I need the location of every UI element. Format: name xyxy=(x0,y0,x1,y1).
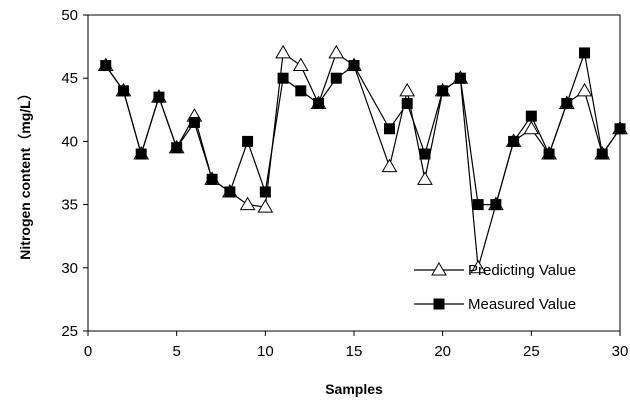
y-tick-label: 40 xyxy=(61,133,78,150)
data-point-measured xyxy=(579,47,591,59)
y-tick-label: 35 xyxy=(61,197,78,214)
data-point-measured xyxy=(277,72,289,84)
series-layer xyxy=(97,44,628,274)
legend-item-measured: Measured Value xyxy=(414,296,576,313)
data-point-measured xyxy=(171,142,183,154)
data-point-measured xyxy=(135,148,147,160)
data-point-measured xyxy=(153,91,165,103)
data-point-measured xyxy=(100,60,112,72)
data-point-predicting xyxy=(239,196,256,211)
data-point-measured xyxy=(561,97,573,109)
data-point-measured xyxy=(259,186,271,198)
data-point-measured xyxy=(313,97,325,109)
data-point-measured xyxy=(348,60,360,72)
y-tick-label: 25 xyxy=(61,323,78,340)
series-line-predicting xyxy=(105,51,621,268)
data-point-measured xyxy=(401,97,413,109)
x-tick-label: 30 xyxy=(612,343,629,360)
x-tick-label: 0 xyxy=(84,343,92,360)
y-axis-ticks: 25 30 35 40 45 50 xyxy=(61,7,88,340)
data-point-measured xyxy=(117,85,129,97)
data-point-measured xyxy=(454,72,466,84)
data-point-predicting xyxy=(292,57,309,72)
data-point-measured xyxy=(543,148,555,160)
data-point-measured xyxy=(490,199,502,211)
data-point-predicting xyxy=(399,82,416,97)
x-axis-ticks: 0 5 10 15 20 25 30 xyxy=(84,331,629,360)
y-axis-title: Nitrogen content（mg/L） xyxy=(17,86,33,259)
legend: Predicting Value Measured Value xyxy=(414,262,576,313)
x-tick-label: 10 xyxy=(257,343,274,360)
data-point-predicting xyxy=(257,199,274,213)
x-tick-label: 25 xyxy=(523,343,540,360)
data-point-measured xyxy=(188,116,200,128)
data-point-measured xyxy=(419,148,431,160)
data-point-predicting xyxy=(523,120,540,135)
data-point-measured xyxy=(295,85,307,97)
y-tick-label: 50 xyxy=(61,7,78,24)
data-point-predicting xyxy=(381,158,398,173)
data-point-predicting xyxy=(275,44,291,59)
data-point-measured xyxy=(242,135,254,147)
data-point-measured xyxy=(525,110,537,122)
data-point-measured xyxy=(614,123,626,135)
data-point-measured xyxy=(596,148,608,160)
series-line-measured xyxy=(105,50,621,206)
y-tick-label: 45 xyxy=(61,70,78,87)
data-point-predicting xyxy=(417,171,433,185)
legend-item-predicting: Predicting Value xyxy=(414,262,576,279)
data-point-measured xyxy=(330,72,342,84)
data-point-predicting xyxy=(328,44,345,59)
data-point-measured xyxy=(206,173,218,185)
x-tick-label: 5 xyxy=(172,343,180,360)
legend-triangle-icon xyxy=(431,262,447,276)
legend-square-icon xyxy=(433,298,445,310)
x-axis-title: Samples xyxy=(325,381,383,397)
data-point-predicting xyxy=(576,82,593,97)
data-point-measured xyxy=(472,199,484,211)
legend-label-measured: Measured Value xyxy=(468,296,576,313)
data-point-measured xyxy=(224,186,236,198)
data-point-predicting xyxy=(470,259,487,274)
x-tick-label: 20 xyxy=(434,343,451,360)
y-tick-label: 30 xyxy=(61,260,78,277)
data-point-measured xyxy=(508,135,520,147)
data-point-measured xyxy=(437,85,449,97)
data-point-measured xyxy=(383,123,395,135)
legend-label-predicting: Predicting Value xyxy=(468,262,576,279)
x-tick-label: 15 xyxy=(346,343,363,360)
